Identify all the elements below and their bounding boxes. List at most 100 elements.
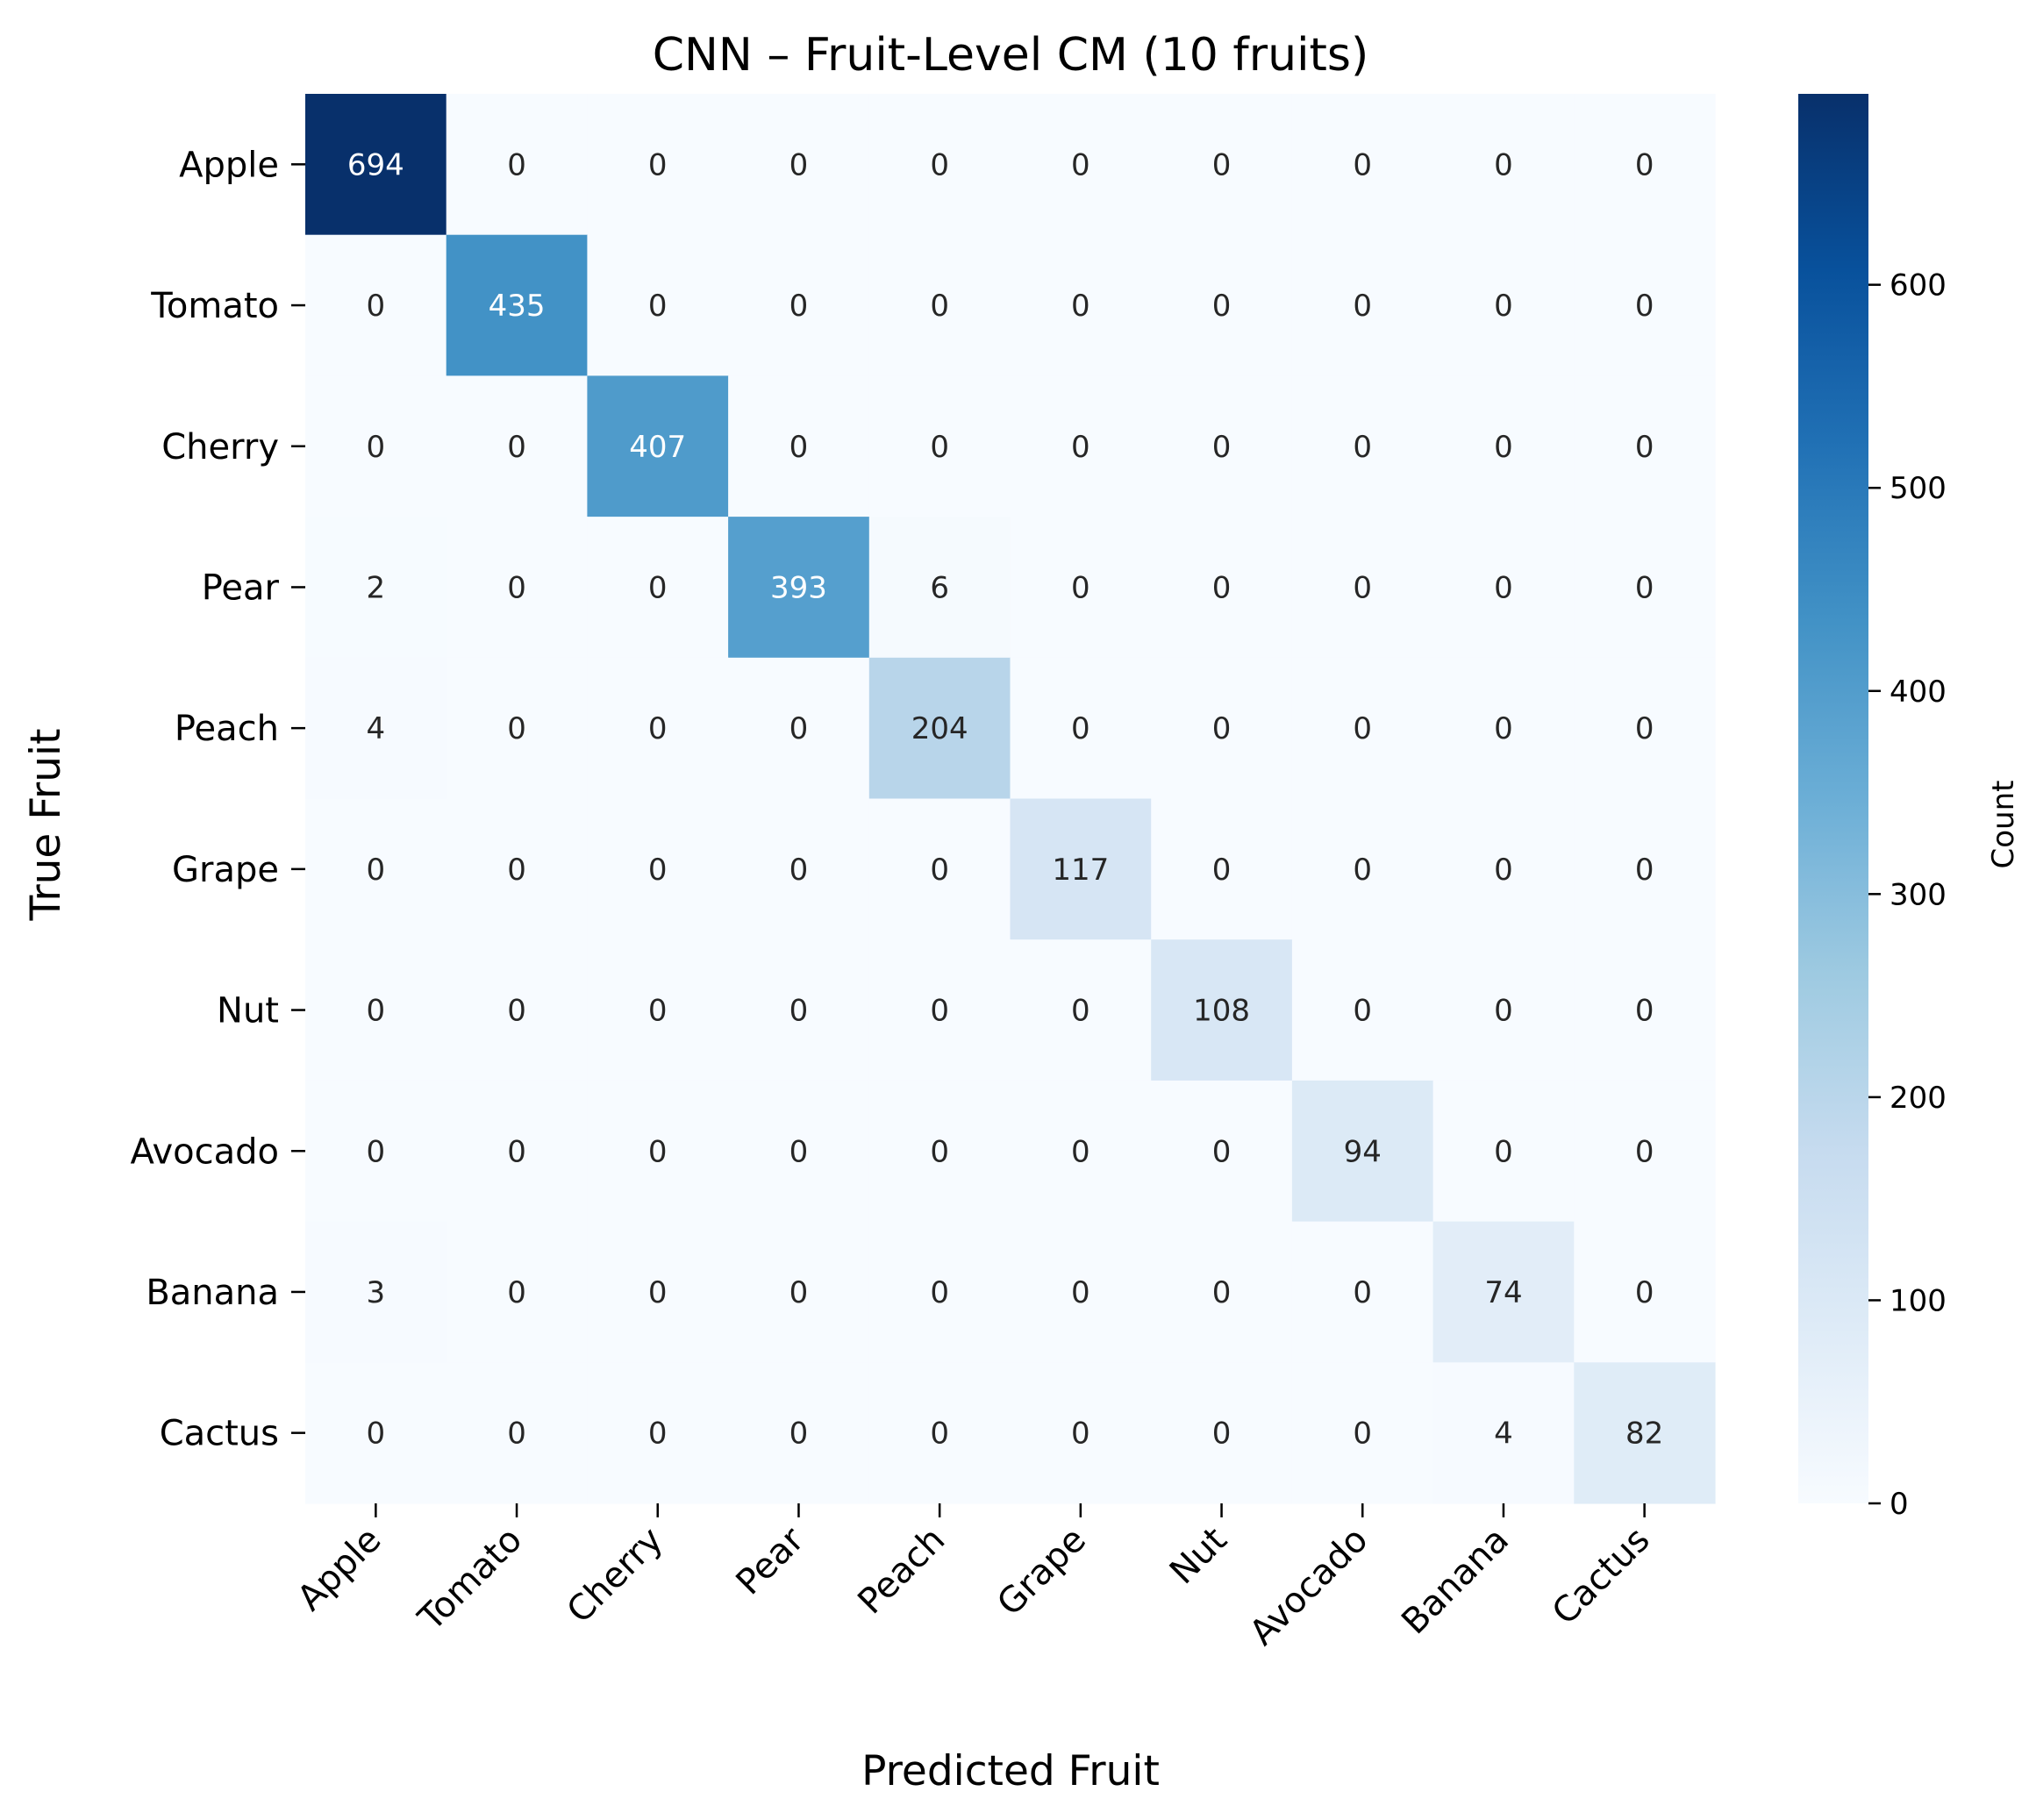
heatmap-cell-label: 6 (930, 570, 949, 605)
heatmap-cell-label: 0 (648, 289, 668, 324)
heatmap-cell-label: 0 (648, 1275, 668, 1310)
heatmap-cell-label: 0 (1071, 1417, 1090, 1452)
heatmap-cell (1574, 94, 1716, 236)
colorbar-tick-label: 100 (1890, 1283, 1947, 1318)
heatmap-cell-label: 0 (367, 289, 386, 324)
heatmap-cell (728, 517, 870, 659)
x-tick-label: Tomato (411, 1520, 530, 1639)
heatmap-cell (1574, 1080, 1716, 1223)
heatmap-cell-label: 0 (930, 853, 949, 888)
heatmap-cell (868, 939, 1011, 1081)
heatmap-cell-label: 0 (1635, 147, 1654, 182)
heatmap-cell-label: 0 (930, 147, 949, 182)
heatmap-cell (305, 939, 447, 1081)
x-tick-label: Grape (989, 1520, 1094, 1624)
heatmap-cell-label: 0 (1494, 853, 1513, 888)
heatmap-cell-label: 0 (789, 1417, 809, 1452)
heatmap-cell (446, 1080, 588, 1223)
heatmap-cell-label: 0 (930, 1417, 949, 1452)
heatmap-cell-label: 0 (1071, 994, 1090, 1029)
heatmap-cell (587, 234, 729, 376)
heatmap-cell-label: 0 (789, 289, 809, 324)
heatmap-cell-label: 0 (1212, 1417, 1232, 1452)
chart-title: CNN – Fruit-Level CM (10 fruits) (653, 29, 1369, 82)
heatmap-cell (446, 798, 588, 940)
y-tick-label: Cherry (161, 427, 279, 467)
heatmap-cell (1151, 798, 1293, 940)
heatmap-cell-label: 0 (648, 994, 668, 1029)
heatmap-cell-label: 0 (648, 570, 668, 605)
heatmap-cell-label: 0 (1353, 1275, 1372, 1310)
heatmap-cell (1432, 234, 1575, 376)
heatmap-cell (587, 94, 729, 236)
heatmap-cell-label: 108 (1193, 994, 1250, 1029)
heatmap-cell (1432, 657, 1575, 800)
heatmap-cell (305, 94, 447, 236)
heatmap-cell (1291, 657, 1434, 800)
y-tick-label: Avocado (130, 1131, 279, 1172)
heatmap-cell-label: 0 (1353, 289, 1372, 324)
heatmap-cell-label: 0 (930, 430, 949, 465)
heatmap-cell (446, 234, 588, 376)
x-tick-label: Banana (1394, 1520, 1517, 1643)
heatmap-cell (868, 1221, 1011, 1363)
heatmap-cell-label: 0 (1353, 430, 1372, 465)
heatmap-cell (728, 798, 870, 940)
heatmap-cell-label: 0 (648, 1417, 668, 1452)
heatmap-cell-label: 0 (1635, 1275, 1654, 1310)
heatmap-cell-label: 0 (367, 1417, 386, 1452)
heatmap-cell (1574, 1221, 1716, 1363)
heatmap-cell-label: 0 (507, 1275, 526, 1310)
colorbar-tick-label: 500 (1890, 471, 1947, 506)
heatmap-cell (1010, 1362, 1152, 1504)
heatmap-cell (305, 657, 447, 800)
heatmap-cell (1291, 1221, 1434, 1363)
y-tick-label: Tomato (150, 286, 279, 326)
heatmap-cell-label: 0 (507, 853, 526, 888)
x-axis: Apple Tomato Cherry Pear Peach Grape Nut Avocad… (289, 1503, 1658, 1653)
heatmap-cell (1291, 939, 1434, 1081)
colorbar-tick-label: 0 (1890, 1487, 1909, 1522)
heatmap-cell-label: 204 (911, 711, 968, 746)
heatmap-cell-label: 0 (930, 1134, 949, 1169)
heatmap-cell-label: 0 (507, 711, 526, 746)
heatmap-cell-label: 0 (1635, 711, 1654, 746)
heatmap-cell (446, 1221, 588, 1363)
heatmap-cell-label: 82 (1625, 1417, 1663, 1452)
heatmap-cell-label: 0 (930, 994, 949, 1029)
heatmap-cell-label: 94 (1344, 1134, 1382, 1169)
heatmap-cell (1151, 1080, 1293, 1223)
heatmap-cell (587, 798, 729, 940)
heatmap-cell (305, 234, 447, 376)
heatmap-cell (305, 1080, 447, 1223)
heatmap-cell-label: 2 (367, 570, 386, 605)
heatmap-cell (1432, 1080, 1575, 1223)
y-tick-label: Grape (172, 850, 279, 890)
heatmap-cell (1151, 375, 1293, 517)
heatmap-cell-label: 0 (1494, 430, 1513, 465)
x-tick-label: Avocado (1242, 1520, 1375, 1653)
heatmap-cell-label: 0 (367, 994, 386, 1029)
heatmap-cell-label: 0 (1071, 430, 1090, 465)
heatmap-cell (1432, 1221, 1575, 1363)
heatmap-cell-label: 0 (1212, 147, 1232, 182)
heatmap-cell (1432, 375, 1575, 517)
heatmap-cell-label: 0 (789, 1275, 809, 1310)
heatmap-cell (728, 234, 870, 376)
heatmap-cell (728, 1080, 870, 1223)
heatmap-cell-label: 0 (789, 430, 809, 465)
heatmap-cell (587, 939, 729, 1081)
heatmap-cell (1151, 1362, 1293, 1504)
heatmap-cell-label: 0 (507, 1134, 526, 1169)
heatmap-cell-label: 0 (789, 147, 809, 182)
x-tick-label: Nut (1162, 1520, 1235, 1593)
heatmap-cell-label: 0 (1353, 711, 1372, 746)
heatmap-cell-label: 0 (1494, 1134, 1513, 1169)
heatmap-cell (1151, 234, 1293, 376)
y-axis: Apple Tomato Cherry Pear Peach Grape Nut Avocad… (130, 145, 305, 1454)
heatmap-cell-label: 0 (648, 711, 668, 746)
heatmap-cell (1432, 1362, 1575, 1504)
heatmap-cell (305, 1221, 447, 1363)
heatmap-cell (587, 1221, 729, 1363)
